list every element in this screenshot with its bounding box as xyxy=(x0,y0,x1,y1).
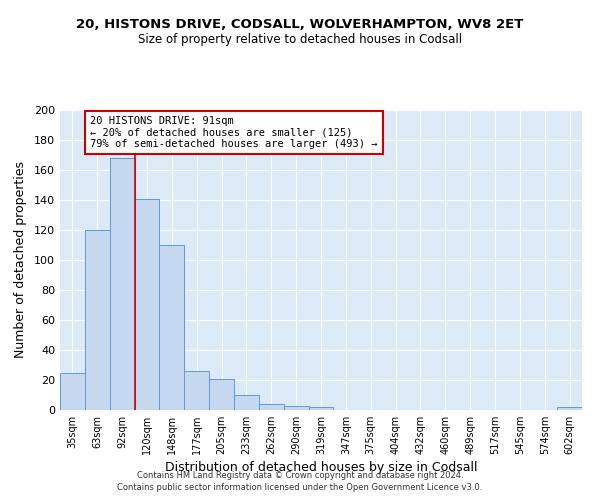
Text: Size of property relative to detached houses in Codsall: Size of property relative to detached ho… xyxy=(138,32,462,46)
Bar xyxy=(308,407,334,410)
Bar xyxy=(184,371,209,410)
Bar xyxy=(160,245,184,410)
Bar xyxy=(110,158,134,410)
Text: 20, HISTONS DRIVE, CODSALL, WOLVERHAMPTON, WV8 2ET: 20, HISTONS DRIVE, CODSALL, WOLVERHAMPTO… xyxy=(76,18,524,30)
Bar xyxy=(284,406,308,410)
X-axis label: Distribution of detached houses by size in Codsall: Distribution of detached houses by size … xyxy=(165,461,477,474)
Bar xyxy=(85,230,110,410)
Y-axis label: Number of detached properties: Number of detached properties xyxy=(14,162,27,358)
Bar xyxy=(234,395,259,410)
Bar xyxy=(209,378,234,410)
Bar xyxy=(60,372,85,410)
Text: 20 HISTONS DRIVE: 91sqm
← 20% of detached houses are smaller (125)
79% of semi-d: 20 HISTONS DRIVE: 91sqm ← 20% of detache… xyxy=(90,116,377,149)
Bar xyxy=(259,404,284,410)
Bar xyxy=(134,198,160,410)
Bar xyxy=(557,407,582,410)
Text: Contains HM Land Registry data © Crown copyright and database right 2024.: Contains HM Land Registry data © Crown c… xyxy=(137,471,463,480)
Text: Contains public sector information licensed under the Open Government Licence v3: Contains public sector information licen… xyxy=(118,484,482,492)
